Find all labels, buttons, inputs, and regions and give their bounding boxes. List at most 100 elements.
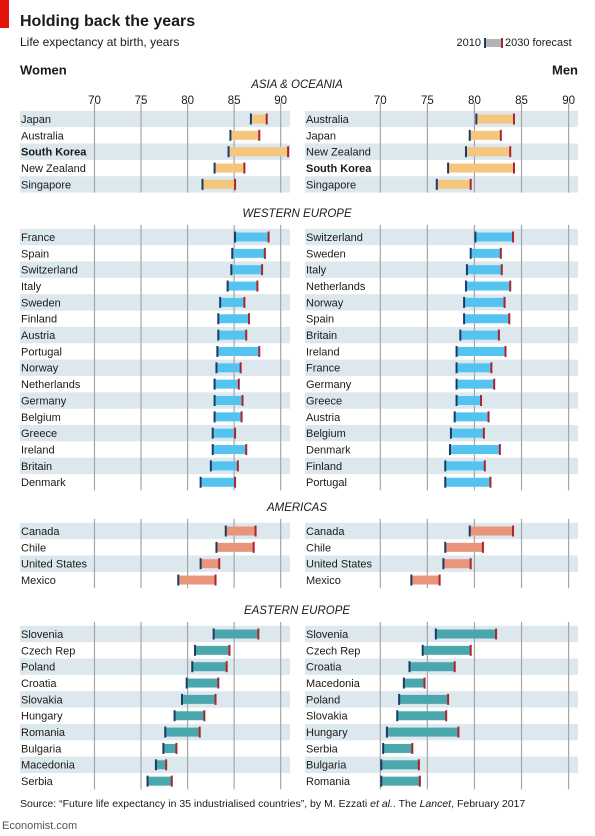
range-bar: [475, 232, 514, 242]
start-mark: [154, 759, 157, 771]
start-mark: [249, 113, 252, 125]
x-tick-label: 70: [374, 95, 387, 107]
end-mark: [489, 476, 492, 488]
row-band: [305, 522, 578, 540]
section-title: ASIA & OCEANIA: [250, 79, 343, 91]
range-bar: [163, 743, 177, 753]
legend-end: 2030 forecast: [505, 37, 572, 49]
range-bar: [210, 461, 238, 471]
category-label: Canada: [306, 526, 345, 538]
end-mark: [457, 726, 460, 738]
end-mark: [258, 129, 261, 141]
range-bar: [469, 130, 501, 140]
range-bar: [386, 727, 459, 737]
start-mark: [444, 460, 447, 472]
start-mark: [408, 661, 411, 673]
end-mark: [234, 178, 237, 190]
end-mark: [508, 313, 511, 325]
source-part: , February 2017: [451, 798, 525, 810]
category-label: New Zealand: [306, 147, 371, 159]
row-band: [305, 457, 578, 475]
panel-label: Women: [20, 62, 67, 77]
end-mark: [245, 329, 248, 341]
category-label: Singapore: [306, 179, 356, 191]
start-mark: [212, 628, 215, 640]
row-band: [305, 392, 578, 409]
start-mark: [442, 558, 445, 570]
start-mark: [217, 329, 220, 341]
start-mark: [229, 129, 232, 141]
start-mark: [475, 113, 478, 125]
end-mark: [469, 178, 472, 190]
range-bar: [174, 711, 205, 721]
category-label: Mexico: [306, 575, 341, 587]
range-bar: [469, 526, 514, 536]
range-bar: [231, 265, 263, 275]
category-label: Denmark: [306, 444, 351, 456]
end-mark: [203, 710, 206, 722]
start-mark: [224, 525, 227, 537]
source-part: Lancet: [420, 798, 453, 810]
start-mark: [215, 541, 218, 553]
category-label: Portugal: [21, 346, 62, 358]
range-bar: [200, 559, 220, 569]
start-mark: [211, 427, 214, 439]
end-mark: [239, 362, 242, 374]
category-label: Bulgaria: [306, 760, 347, 772]
category-label: Belgium: [306, 428, 346, 440]
row-band: [305, 261, 578, 278]
row-band: [305, 425, 578, 442]
section-title: WESTERN EUROPE: [242, 208, 352, 220]
end-mark: [500, 264, 503, 276]
range-bar: [381, 760, 419, 770]
category-label: South Korea: [306, 163, 372, 175]
end-mark: [482, 427, 485, 439]
category-label: Sweden: [306, 248, 346, 260]
start-mark: [465, 264, 468, 276]
range-bar: [216, 363, 241, 373]
x-tick-label: 85: [515, 95, 528, 107]
range-bar: [381, 776, 420, 786]
category-label: Spain: [306, 314, 334, 326]
start-mark: [455, 378, 458, 390]
start-mark: [448, 444, 451, 456]
legend-start: 2010: [457, 37, 481, 49]
category-label: Ireland: [306, 346, 340, 358]
end-mark: [265, 113, 268, 125]
start-mark: [449, 427, 452, 439]
category-label: Finland: [306, 461, 342, 473]
end-mark: [234, 427, 237, 439]
range-bar: [155, 760, 167, 770]
end-mark: [258, 345, 261, 357]
start-mark: [453, 411, 456, 423]
start-mark: [185, 677, 188, 689]
range-bar: [195, 645, 230, 655]
start-mark: [444, 541, 447, 553]
end-mark: [218, 558, 221, 570]
start-mark: [209, 460, 212, 472]
range-bar: [230, 130, 260, 140]
category-label: Portugal: [306, 477, 347, 489]
range-bar: [456, 363, 492, 373]
range-bar: [202, 179, 236, 189]
start-mark: [234, 231, 237, 243]
end-mark: [497, 329, 500, 341]
source: Source: “Future life expectancy in 35 in…: [20, 798, 525, 810]
row-band: [20, 143, 290, 160]
section-title: EASTERN EUROPE: [244, 605, 350, 617]
category-label: New Zealand: [21, 163, 86, 175]
footer: Economist.com: [2, 820, 77, 832]
legend-swatch: [484, 39, 502, 47]
start-mark: [468, 525, 471, 537]
end-mark: [498, 444, 501, 456]
end-mark: [504, 345, 507, 357]
category-label: Greece: [306, 395, 342, 407]
end-mark: [503, 296, 506, 308]
start-mark: [444, 476, 447, 488]
end-mark: [481, 541, 484, 553]
range-bar: [178, 575, 216, 585]
end-mark: [453, 661, 456, 673]
range-bar: [214, 412, 242, 422]
start-mark: [380, 775, 383, 787]
row-band: [305, 359, 578, 376]
